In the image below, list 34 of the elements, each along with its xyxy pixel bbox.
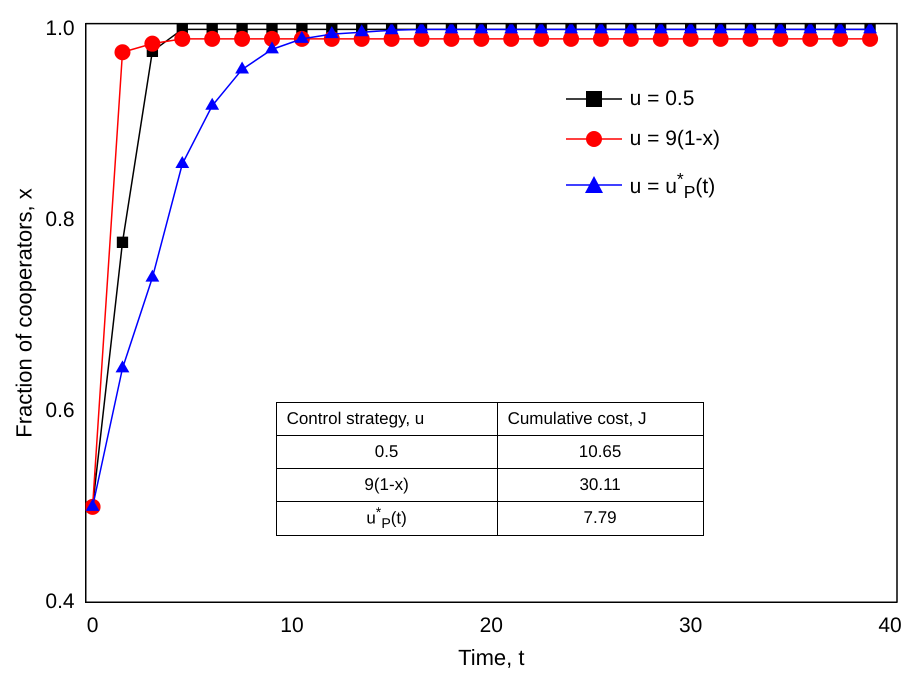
annotation: 7.79 <box>497 501 704 536</box>
point <box>116 236 128 248</box>
point <box>116 360 130 372</box>
annotation: 9(1-x) <box>276 468 498 502</box>
legend-label: u = 0.5 <box>630 86 694 112</box>
point <box>174 30 190 47</box>
point <box>175 156 190 168</box>
x-tick-label: 20 <box>480 614 503 637</box>
annotation: u$^{*}$$_{P}$(t) <box>276 501 498 536</box>
annotation: Cumulative cost, J <box>497 402 704 436</box>
annotation: 30.11 <box>497 468 704 502</box>
y-tick-label: 0.8 <box>45 208 75 232</box>
y-tick-label: 0.6 <box>45 399 75 422</box>
x-tick-label: 40 <box>878 614 902 637</box>
point <box>204 30 220 47</box>
annotation: 0.5 <box>276 435 498 468</box>
y-axis-title: Fraction of cooperators, x <box>11 188 36 438</box>
point <box>145 270 160 282</box>
point <box>205 98 220 110</box>
x-axis-title: Time, t <box>458 644 525 670</box>
x-tick-label: 10 <box>280 614 304 637</box>
y-tick-label: 0.4 <box>45 590 75 614</box>
point <box>234 30 250 47</box>
point <box>86 498 100 511</box>
legend-label: u = u$^{*}$$_{P}$(t) <box>630 168 716 204</box>
y-tick-label: 1.0 <box>45 17 75 40</box>
point <box>144 36 160 52</box>
x-tick-label: 0 <box>86 614 98 637</box>
legend-label: u = 9(1-x) <box>630 126 720 152</box>
point <box>264 30 280 47</box>
x-tick-label: 30 <box>678 614 702 637</box>
annotation: 10.65 <box>497 435 704 468</box>
annotation: Control strategy, u <box>276 402 498 436</box>
point <box>114 44 130 60</box>
